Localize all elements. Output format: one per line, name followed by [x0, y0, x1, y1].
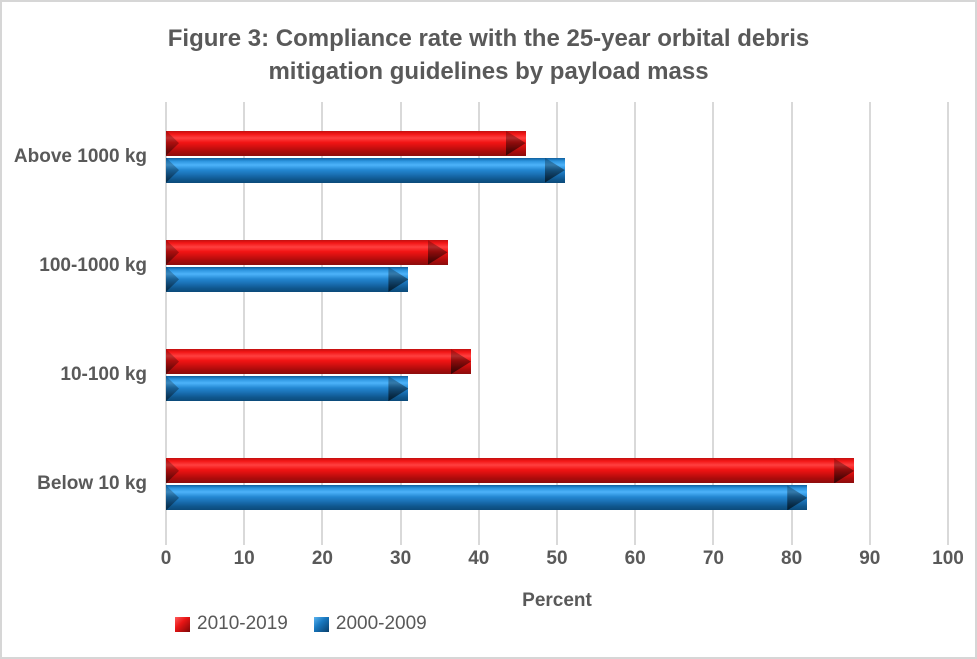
tick-label: 10 — [233, 548, 255, 569]
tick-label: 0 — [160, 548, 172, 569]
gridline — [243, 102, 246, 539]
plot-area — [165, 102, 949, 539]
tick-label: 90 — [859, 548, 881, 569]
gridline — [868, 102, 871, 539]
tick-label: 30 — [390, 548, 412, 569]
gridline — [477, 102, 480, 539]
tick-mark — [321, 539, 324, 545]
x-axis-title: Percent — [522, 590, 592, 611]
tick-mark — [243, 539, 246, 545]
tick-label: 50 — [546, 548, 568, 569]
tick-mark — [868, 539, 871, 545]
category-label: Above 1000 kg — [13, 145, 147, 167]
tick-mark — [634, 539, 637, 545]
bar-2000-2009 — [166, 157, 565, 183]
gridline — [634, 102, 637, 539]
bar-2000-2009 — [166, 266, 409, 292]
tick-mark — [165, 539, 167, 545]
gridline — [399, 102, 402, 539]
tick-label: 40 — [468, 548, 490, 569]
y-axis-category-labels: Above 1000 kg 100-1000 kg 10-100 kg Below 1… — [2, 102, 152, 539]
tick-mark — [477, 539, 480, 545]
tick-mark — [712, 539, 715, 545]
x-axis: 0 10 20 30 40 50 60 70 80 90 100 — [161, 539, 964, 585]
tick-mark — [399, 539, 402, 545]
gridline — [712, 102, 715, 539]
tick-label: 70 — [702, 548, 724, 569]
category-label: Below 10 kg — [37, 473, 147, 495]
legend: 2010-2019 2000-2009 — [175, 613, 427, 635]
bar-2000-2009 — [166, 485, 808, 511]
gridline — [165, 102, 167, 539]
tick-label: 80 — [781, 548, 803, 569]
tick-mark — [790, 539, 793, 545]
legend-marker-2000-2009 — [313, 616, 329, 632]
tick-label: 60 — [624, 548, 646, 569]
gridline — [556, 102, 558, 539]
bar-2010-2019 — [166, 458, 855, 484]
tick-label: 20 — [311, 548, 333, 569]
tick-label: 100 — [932, 548, 964, 569]
tick-mark — [947, 539, 949, 545]
bar-2010-2019 — [166, 239, 448, 265]
category-label: 100-1000 kg — [39, 254, 147, 276]
category-label: 10-100 kg — [60, 364, 147, 386]
bar-2010-2019 — [166, 349, 471, 375]
legend-item: 2000-2009 — [313, 613, 427, 635]
chart-title: Figure 3: Compliance rate with the 25-ye… — [167, 25, 810, 85]
bar-2010-2019 — [166, 130, 526, 156]
tick-mark — [556, 539, 558, 545]
bar-2000-2009 — [166, 376, 409, 402]
gridline — [321, 102, 324, 539]
gridline — [947, 102, 949, 539]
legend-label: 2000-2009 — [335, 613, 427, 634]
legend-item: 2010-2019 — [175, 613, 288, 635]
legend-marker-2010-2019 — [175, 616, 190, 632]
legend-label: 2010-2019 — [197, 613, 288, 634]
plot-wrap: 0 10 20 30 40 50 60 70 80 90 100 — [161, 102, 964, 585]
gridline — [790, 102, 793, 539]
